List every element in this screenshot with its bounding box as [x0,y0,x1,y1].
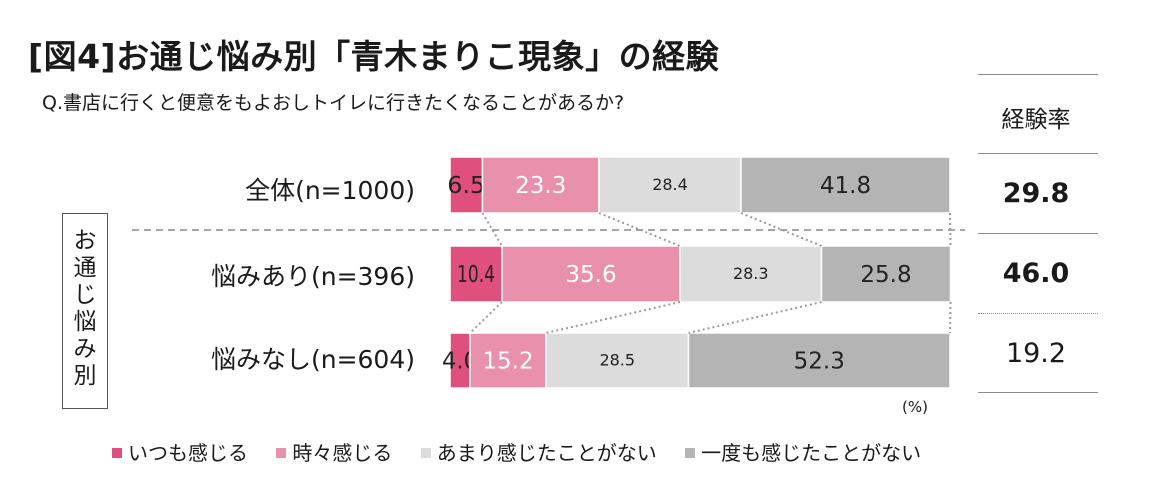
legend-label-never: 一度も感じたことがない [701,441,922,465]
connector-1-3 [688,301,822,334]
legend-label-sometimes: 時々感じる [292,441,393,465]
bar-with-trouble-always [449,245,503,303]
rate-column-top-rule [978,74,1098,75]
experience-rate-header: 経験率 [1001,107,1071,133]
question-text: Q.書店に行くと便意をもよおしトイレに行きたくなることがあるか? [42,92,625,114]
row-label-with-trouble: 悩みあり(n=396) [210,262,415,291]
bar-with-trouble-never [820,245,952,303]
bar-total-always [449,156,484,214]
rate-column-bottom-rule [978,392,1098,393]
connector-0-4 [949,212,952,247]
bar-with-trouble-rarely [679,245,823,303]
group-label-box: お通じ悩み別 [62,213,108,409]
value-label-with-trouble-rarely: 28.3 [733,264,769,283]
legend-swatch-never [685,447,696,458]
row-label-without-trouble: 悩みなし(n=604) [210,345,415,374]
bar-without-trouble-sometimes [469,332,547,389]
rate-column-dotted-rule [978,313,1098,314]
rate-column-group-rule [978,233,1098,234]
connector-1-4 [949,301,952,334]
legend-item-rarely: あまり感じたことがない [420,437,657,466]
value-label-total-never: 41.8 [820,173,871,199]
connector-1-2 [545,301,681,334]
bar-with-trouble-sometimes [501,245,681,303]
bar-total-rarely [598,156,742,214]
unit-label: (%) [902,398,928,416]
bar-total-sometimes [481,156,600,214]
legend-swatch-sometimes [276,447,287,458]
rate-column-header-rule [978,153,1098,154]
connector-1-1 [469,301,503,334]
value-label-without-trouble-never: 52.3 [794,349,845,375]
legend-item-always: いつも感じる [112,437,248,466]
value-label-with-trouble-sometimes: 35.6 [565,262,616,288]
value-label-total-rarely: 28.4 [652,175,688,194]
value-label-total-sometimes: 23.3 [515,173,566,199]
bar-without-trouble-rarely [545,332,690,389]
legend-item-sometimes: 時々感じる [276,437,392,466]
legend-swatch-rarely [420,447,431,458]
legend-item-never: 一度も感じたことがない [685,437,921,466]
value-label-with-trouble-never: 25.8 [860,262,911,288]
legend-label-always: いつも感じる [128,441,248,465]
experience-rate-with-trouble: 46.0 [1002,258,1070,289]
group-label: お通じ悩み別 [73,228,97,389]
legend-swatch-always [112,447,122,458]
value-label-without-trouble-sometimes: 15.2 [482,349,533,375]
connector-0-1 [481,212,503,247]
row-label-total: 全体(n=1000) [245,176,415,205]
experience-rate-without-trouble: 19.2 [1005,338,1067,369]
chart-title: [図4]お通じ悩み別「青木まりこ現象」の経験 [28,37,720,76]
legend: いつも感じる 時々感じる あまり感じたことがない 一度も感じたことがない [112,437,943,466]
legend-label-rarely: あまり感じたことがない [436,441,657,465]
bar-without-trouble-never [687,332,951,389]
value-label-with-trouble-always: 10.4 [457,262,495,288]
value-label-without-trouble-rarely: 28.5 [599,351,635,370]
bar-total-never [740,156,951,214]
experience-rate-total: 29.8 [1002,178,1070,209]
value-label-total-always: 6.5 [447,173,485,199]
